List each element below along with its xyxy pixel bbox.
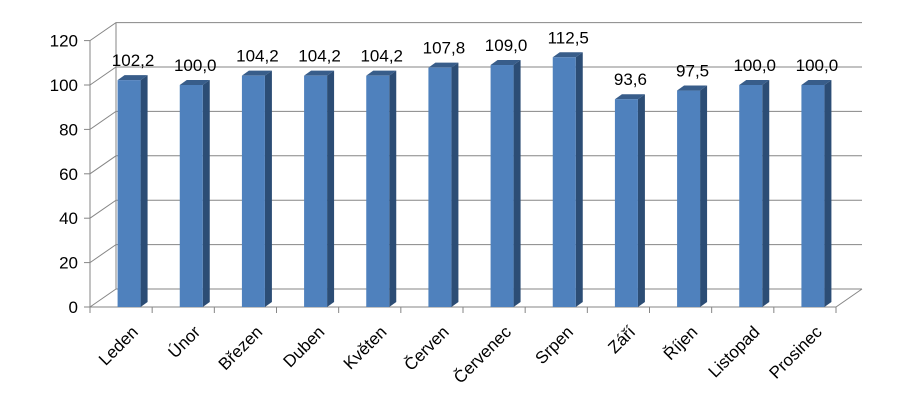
data-label: 104,2 <box>298 47 341 66</box>
data-label: 100,0 <box>174 56 217 75</box>
x-tick-label: Leden <box>95 322 142 369</box>
bar <box>304 70 335 308</box>
data-label: 102,2 <box>112 51 155 70</box>
bar-side <box>202 80 210 307</box>
data-label: 109,0 <box>485 36 528 55</box>
bar-top <box>739 80 770 85</box>
bar-front <box>490 65 514 308</box>
bar <box>614 94 645 307</box>
bar-side <box>824 80 832 307</box>
bar-side <box>575 52 583 307</box>
gridline <box>89 22 862 42</box>
data-label: 97,5 <box>676 62 709 81</box>
bars <box>117 52 832 308</box>
bar-top <box>677 85 708 91</box>
bar-top <box>614 94 645 100</box>
bar-side <box>762 80 770 307</box>
bar-front <box>366 75 390 308</box>
y-tick-label: 100 <box>50 76 78 95</box>
bar-side <box>264 70 272 308</box>
bar <box>179 80 210 307</box>
bar-front <box>179 85 203 307</box>
bar-side <box>513 60 521 307</box>
bar <box>739 80 770 307</box>
bar-top <box>552 52 583 58</box>
bar <box>552 52 583 307</box>
bar <box>428 62 459 308</box>
bar-top <box>366 70 397 76</box>
data-label: 104,2 <box>360 47 403 66</box>
x-tick-label: Únor <box>165 322 205 362</box>
bar <box>366 70 397 308</box>
bar-front <box>428 67 452 308</box>
bar-top <box>117 75 148 81</box>
data-label: 107,8 <box>423 39 466 58</box>
x-tick-label: Září <box>604 322 639 357</box>
bar-front <box>117 80 141 307</box>
bar <box>117 75 148 307</box>
data-label: 100,0 <box>733 56 776 75</box>
x-tick-label: Prosinec <box>766 322 827 383</box>
bar-top <box>801 80 832 85</box>
bar-side <box>389 70 397 308</box>
y-tick-label: 80 <box>59 120 78 139</box>
data-label: 112,5 <box>548 28 589 47</box>
bar <box>241 70 272 308</box>
bar <box>490 60 521 308</box>
bar <box>677 85 708 307</box>
bar-top <box>428 62 459 68</box>
x-tick-label: Srpen <box>532 322 578 368</box>
x-tick-label: Říjen <box>660 322 701 363</box>
bar <box>801 80 832 307</box>
bar-front <box>241 75 265 308</box>
y-tick-label: 40 <box>59 209 78 228</box>
bar-front <box>552 57 576 307</box>
bar-side <box>700 85 708 307</box>
bar-top <box>304 70 335 76</box>
data-label: 100,0 <box>796 56 839 75</box>
bar-side <box>451 62 459 308</box>
bar-side <box>327 70 335 308</box>
bar-side <box>637 94 645 307</box>
x-tick-label: Červen <box>401 322 453 374</box>
bar-top <box>179 80 210 85</box>
data-label: 104,2 <box>236 47 279 66</box>
bar-front <box>304 75 328 308</box>
bar-front <box>677 90 701 307</box>
x-tick-label: Listopad <box>705 322 764 381</box>
x-tick-label: Květen <box>340 322 391 373</box>
bar-front <box>614 99 638 307</box>
x-tick-label: Březen <box>215 322 267 374</box>
axes <box>84 22 863 313</box>
y-tick-label: 60 <box>59 165 78 184</box>
x-tick-label: Červenec <box>450 322 515 387</box>
y-tick-label: 20 <box>59 254 78 273</box>
y-tick-label: 120 <box>50 32 78 51</box>
bar-side <box>140 75 148 307</box>
x-tick-label: Duben <box>280 322 329 371</box>
bar-top <box>241 70 272 76</box>
data-label: 93,6 <box>614 70 647 89</box>
y-tick-label: 0 <box>69 298 78 317</box>
bar-front <box>739 85 763 307</box>
bar-front <box>801 85 825 307</box>
bar-top <box>490 60 521 66</box>
